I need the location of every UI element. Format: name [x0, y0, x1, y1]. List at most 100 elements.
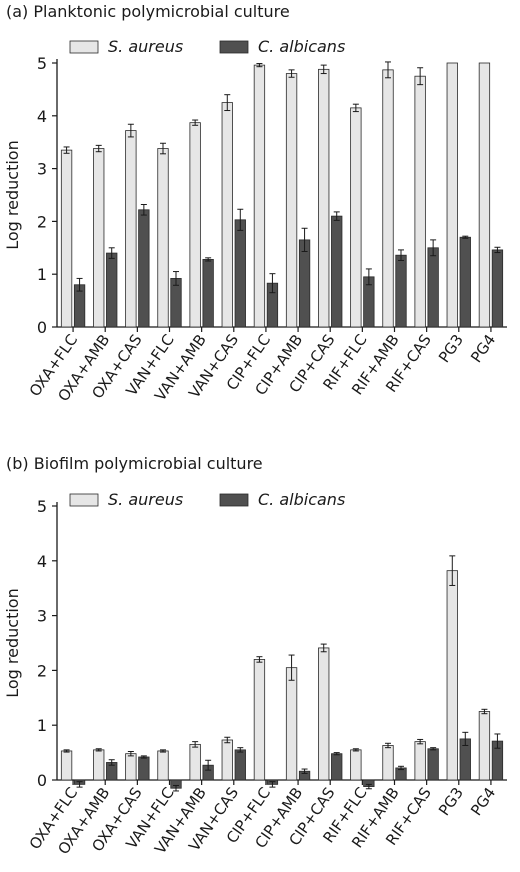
error-bar-c-albicans — [205, 257, 212, 262]
error-bar-c-albicans — [269, 273, 276, 294]
bar-c-albicans — [427, 247, 439, 328]
y-axis-label: Log reduction — [3, 588, 22, 697]
error-bar-s-aureus — [224, 94, 231, 112]
error-bar-s-aureus — [417, 67, 424, 86]
x-tick-label: PG4 — [467, 331, 499, 366]
error-bar-s-aureus — [352, 103, 359, 113]
error-bar-c-albicans — [333, 211, 340, 221]
error-bar-s-aureus — [288, 69, 295, 78]
y-tick-label: 0 — [37, 318, 47, 337]
error-bar-c-albicans — [494, 246, 501, 254]
bar-s-aureus — [221, 102, 233, 328]
bar-c-albicans — [331, 753, 343, 781]
bar-s-aureus — [60, 750, 73, 781]
error-bar-c-albicans — [140, 755, 147, 759]
panel-a-title: (a) Planktonic polymicrobial culture — [6, 2, 290, 21]
y-tick-label: 4 — [37, 552, 47, 571]
y-tick-label: 4 — [37, 107, 47, 126]
bar-s-aureus — [285, 73, 298, 328]
legend-swatch-s-aureus — [69, 493, 99, 507]
bar-s-aureus — [125, 753, 137, 781]
bar-s-aureus — [318, 68, 330, 328]
error-bar-c-albicans — [462, 731, 469, 746]
legend-swatch-s-aureus — [69, 40, 99, 54]
error-bar-c-albicans — [205, 759, 212, 771]
error-bar-s-aureus — [160, 749, 166, 753]
legend-swatch-c-albicans — [219, 40, 249, 54]
error-bar-c-albicans — [398, 249, 404, 261]
bar-c-albicans — [106, 252, 118, 328]
bar-c-albicans — [138, 756, 150, 781]
error-bar-s-aureus — [63, 749, 70, 753]
error-bar-c-albicans — [76, 277, 83, 292]
y-tick-label: 1 — [37, 716, 47, 735]
error-bar-s-aureus — [256, 656, 263, 663]
error-bar-s-aureus — [95, 144, 102, 153]
error-bar-s-aureus — [95, 748, 102, 752]
error-bar-c-albicans — [237, 208, 244, 231]
error-bar-c-albicans — [430, 239, 437, 257]
bar-c-albicans — [459, 236, 471, 328]
error-bar-c-albicans — [301, 768, 308, 774]
error-bar-s-aureus — [385, 61, 391, 79]
error-bar-c-albicans — [365, 268, 372, 286]
error-bar-c-albicans — [108, 247, 115, 259]
error-bar-c-albicans — [301, 227, 308, 252]
error-bar-s-aureus — [127, 123, 134, 138]
bar-c-albicans — [138, 209, 150, 328]
bar-c-albicans — [395, 254, 407, 328]
bar-s-aureus — [253, 64, 266, 328]
bar-s-aureus — [382, 745, 394, 781]
error-bar-s-aureus — [417, 738, 424, 745]
bar-s-aureus — [478, 62, 491, 328]
error-bar-c-albicans — [365, 783, 372, 790]
error-bar-s-aureus — [449, 555, 456, 586]
error-bar-c-albicans — [173, 784, 179, 792]
bar-s-aureus — [189, 122, 201, 328]
error-bar-s-aureus — [352, 748, 359, 752]
y-tick-label: 5 — [37, 54, 47, 73]
legend-label-c-albicans: C. albicans — [258, 490, 345, 509]
bar-s-aureus — [414, 741, 426, 781]
y-tick-label: 2 — [37, 661, 47, 680]
panel-b-title: (b) Biofilm polymicrobial culture — [6, 454, 263, 473]
error-bar-c-albicans — [494, 733, 501, 749]
error-bar-s-aureus — [224, 736, 231, 744]
bar-s-aureus — [414, 75, 426, 328]
bar-c-albicans — [234, 749, 246, 781]
error-bar-c-albicans — [462, 235, 469, 239]
bar-s-aureus — [60, 149, 73, 328]
error-bar-s-aureus — [63, 146, 70, 154]
bar-s-aureus — [350, 107, 362, 328]
legend-label-s-aureus: S. aureus — [108, 490, 183, 509]
bar-s-aureus — [157, 750, 169, 781]
y-tick-label: 1 — [37, 265, 47, 284]
bar-s-aureus — [189, 743, 201, 781]
bar-s-aureus — [125, 130, 137, 328]
bar-c-albicans — [491, 249, 504, 328]
error-bar-s-aureus — [320, 64, 327, 75]
legend-label-c-albicans: C. albicans — [258, 37, 345, 56]
x-tick-label: PG3 — [435, 331, 467, 366]
error-bar-s-aureus — [320, 643, 327, 653]
bar-s-aureus — [93, 148, 105, 328]
bar-s-aureus — [253, 659, 266, 781]
error-bar-s-aureus — [192, 119, 199, 126]
error-bar-c-albicans — [269, 781, 276, 788]
legend: S. aureus C. albicans — [69, 37, 345, 56]
error-bar-c-albicans — [140, 204, 147, 216]
error-bar-s-aureus — [256, 63, 263, 68]
bar-c-albicans — [298, 239, 311, 328]
bar-c-albicans — [234, 219, 246, 328]
bar-s-aureus — [285, 667, 298, 781]
error-bar-c-albicans — [333, 752, 340, 756]
error-bar-c-albicans — [76, 781, 83, 788]
error-bar-c-albicans — [173, 271, 179, 286]
y-tick-label: 5 — [37, 497, 47, 516]
y-axis-label: Log reduction — [3, 140, 22, 249]
bar-s-aureus — [93, 749, 105, 781]
error-bar-c-albicans — [108, 759, 115, 766]
y-tick-label: 3 — [37, 607, 47, 626]
bar-s-aureus — [221, 739, 233, 781]
